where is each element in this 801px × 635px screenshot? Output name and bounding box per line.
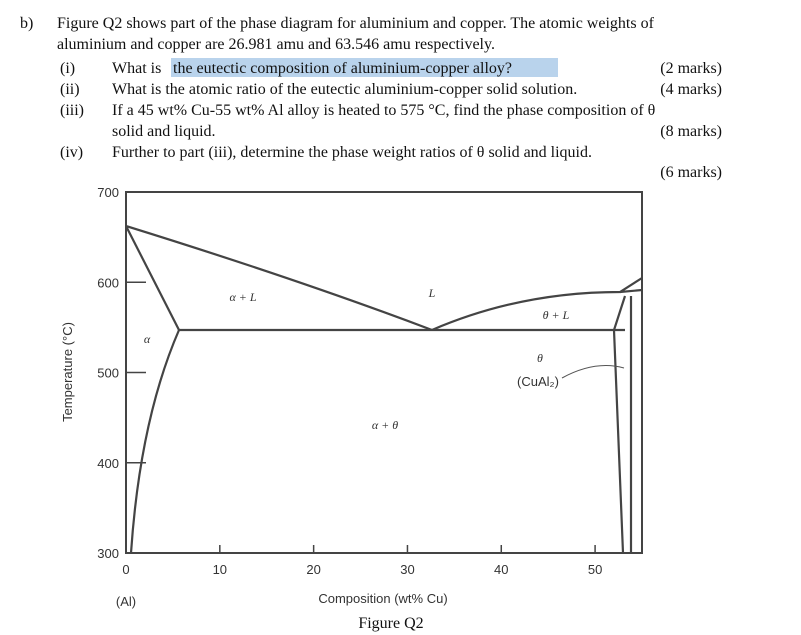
item-text: Further to part (iii), determine the pha… <box>112 144 592 161</box>
x-left-label: (Al) <box>116 594 136 609</box>
item-marks: (8 marks) <box>660 123 722 140</box>
solvus <box>129 329 181 554</box>
x-tick-label: 20 <box>306 562 320 577</box>
region-label: α + L <box>229 290 256 304</box>
region-label: L <box>428 286 436 300</box>
item-number: (ii) <box>60 81 80 98</box>
intro-line: aluminium and copper are 26.981 amu and … <box>57 36 495 53</box>
figure-caption: Figure Q2 <box>358 615 423 632</box>
x-tick-label: 50 <box>588 562 602 577</box>
question-label: b) <box>20 15 33 32</box>
region-label: (CuAl₂) <box>517 374 559 389</box>
y-axis-title: Temperature (°C) <box>60 322 75 422</box>
x-tick-label: 40 <box>494 562 508 577</box>
phase-lines <box>125 224 643 554</box>
item-marks: (2 marks) <box>660 60 722 77</box>
x-tick-label: 0 <box>122 562 129 577</box>
item-highlight: the eutectic composition of aluminium-co… <box>173 60 512 77</box>
highlight <box>171 58 558 77</box>
theta-boundary <box>612 295 627 554</box>
x-tick-label: 30 <box>400 562 414 577</box>
liquidus-right <box>431 277 643 332</box>
item-marks: (6 marks) <box>660 164 722 181</box>
y-tick-label: 400 <box>97 456 119 471</box>
theta-top <box>619 288 643 294</box>
plot-frame <box>125 191 643 554</box>
intro-line: Figure Q2 shows part of the phase diagra… <box>57 15 655 32</box>
item-text: What is <box>112 60 161 77</box>
item-text: What is the atomic ratio of the eutectic… <box>112 81 577 98</box>
region-label: θ + L <box>543 308 570 322</box>
region-label: θ <box>537 351 543 365</box>
y-tick-label: 600 <box>97 275 119 290</box>
y-tick-label: 300 <box>97 546 119 561</box>
item-number: (i) <box>60 60 75 77</box>
x-axis-title: Composition (wt% Cu) <box>318 591 447 606</box>
solidus <box>125 225 180 331</box>
y-tick-label: 500 <box>97 366 119 381</box>
item-number: (iii) <box>60 102 84 119</box>
region-label: α + θ <box>372 418 398 432</box>
item-text: If a 45 wt% Cu-55 wt% Al alloy is heated… <box>112 102 655 119</box>
item-text: solid and liquid. <box>112 123 216 140</box>
item-number: (iv) <box>60 144 83 161</box>
item-marks: (4 marks) <box>660 81 722 98</box>
y-tick-label: 700 <box>97 185 119 200</box>
liquidus-left <box>125 224 433 332</box>
region-label: α <box>144 332 151 346</box>
arrow <box>561 365 625 379</box>
x-tick-label: 10 <box>213 562 227 577</box>
